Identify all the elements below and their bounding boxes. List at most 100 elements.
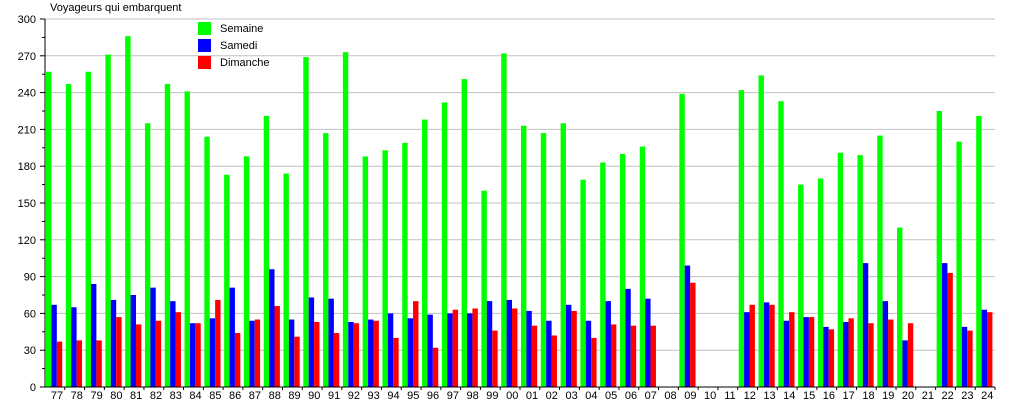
bar-dimanche-07: [650, 325, 656, 387]
bar-semaine-80: [105, 54, 111, 387]
bar-semaine-98: [461, 79, 468, 388]
bar-samedi-18: [862, 263, 869, 387]
bar-dimanche-90: [314, 321, 320, 387]
legend-swatch-semaine: [198, 22, 211, 35]
bar-samedi-85: [209, 318, 216, 387]
x-tick-label: 90: [308, 390, 320, 400]
x-tick-label: 89: [288, 390, 300, 400]
y-tick-label: 30: [24, 345, 36, 357]
bar-dimanche-12: [749, 304, 755, 387]
x-tick-label: 88: [269, 390, 281, 400]
bar-samedi-91: [328, 298, 334, 387]
bar-samedi-05: [605, 301, 611, 387]
y-tick-label: 270: [18, 51, 36, 63]
bar-dimanche-98: [472, 308, 478, 387]
bar-semaine-03: [560, 123, 566, 388]
bar-semaine-22: [936, 111, 943, 387]
bar-samedi-86: [229, 287, 235, 387]
x-tick-label: 84: [189, 390, 201, 400]
bar-samedi-07: [645, 298, 651, 387]
x-tick-label: 09: [684, 390, 696, 400]
x-tick-label: 85: [209, 390, 221, 400]
x-tick-label: 01: [526, 390, 538, 400]
bar-dimanche-94: [393, 337, 399, 387]
x-tick-label: 24: [981, 390, 993, 400]
bar-semaine-83: [164, 84, 171, 387]
x-tick-label: 20: [902, 390, 914, 400]
bar-semaine-18: [857, 155, 863, 387]
legend-swatch-samedi: [198, 39, 211, 52]
bar-dimanche-88: [274, 306, 280, 387]
legend-label: Samedi: [220, 40, 257, 52]
bar-samedi-90: [308, 297, 315, 387]
bar-dimanche-82: [155, 320, 162, 387]
x-tick-label: 86: [229, 390, 241, 400]
x-tick-label: 79: [90, 390, 102, 400]
x-tick-label: 82: [150, 390, 162, 400]
x-tick-label: 87: [249, 390, 261, 400]
bar-samedi-13: [763, 302, 770, 387]
y-tick-label: 60: [24, 308, 36, 320]
bar-semaine-02: [540, 133, 547, 387]
bar-dimanche-81: [135, 324, 142, 387]
y-tick-label: 120: [18, 235, 36, 247]
bar-samedi-24: [981, 309, 988, 387]
bar-samedi-78: [71, 307, 77, 387]
x-tick-label: 21: [922, 390, 934, 400]
x-tick-label: 11: [724, 390, 735, 400]
y-tick-label: 90: [24, 272, 36, 284]
bar-dimanche-77: [56, 341, 63, 387]
bar-dimanche-09: [690, 282, 696, 387]
bar-dimanche-05: [610, 324, 617, 387]
bar-semaine-00: [501, 53, 507, 387]
bar-dimanche-93: [373, 320, 379, 387]
bar-samedi-20: [902, 340, 908, 387]
bar-samedi-84: [189, 323, 196, 387]
bar-samedi-14: [783, 320, 790, 387]
bar-semaine-01: [521, 125, 527, 387]
bar-semaine-85: [204, 136, 210, 387]
bar-dimanche-99: [492, 330, 498, 387]
x-tick-label: 78: [71, 390, 83, 400]
bar-samedi-97: [447, 313, 453, 387]
bar-dimanche-16: [828, 329, 835, 387]
bar-dimanche-20: [907, 323, 914, 387]
bar-samedi-12: [744, 312, 750, 387]
bar-samedi-87: [249, 320, 255, 387]
x-tick-label: 99: [486, 390, 498, 400]
x-tick-label: 10: [704, 390, 716, 400]
bar-semaine-92: [342, 52, 349, 388]
x-tick-label: 08: [664, 390, 676, 400]
bar-samedi-02: [546, 320, 552, 387]
x-tick-label: 98: [467, 390, 479, 400]
x-tick-label: 14: [783, 390, 795, 400]
x-tick-label: 03: [565, 390, 577, 400]
y-tick-label: 240: [18, 88, 36, 100]
bar-samedi-22: [942, 263, 948, 387]
x-tick-label: 23: [961, 390, 973, 400]
bar-semaine-97: [441, 102, 448, 387]
y-tick-label: 300: [18, 14, 36, 26]
bar-samedi-77: [51, 304, 57, 387]
x-tick-label: 93: [368, 390, 380, 400]
bar-semaine-05: [600, 162, 606, 387]
bar-dimanche-84: [195, 323, 201, 387]
x-tick-label: 95: [407, 390, 419, 400]
bar-semaine-95: [402, 142, 408, 387]
bar-semaine-99: [481, 190, 487, 387]
bar-semaine-90: [303, 57, 309, 387]
x-tick-label: 16: [823, 390, 835, 400]
bar-dimanche-22: [947, 272, 953, 387]
y-tick-label: 210: [18, 124, 36, 136]
bar-samedi-80: [110, 299, 117, 387]
bar-semaine-86: [224, 174, 230, 387]
bar-dimanche-19: [888, 319, 894, 387]
bar-samedi-96: [427, 314, 433, 387]
bar-semaine-89: [283, 173, 289, 387]
bar-dimanche-00: [512, 308, 518, 387]
bar-samedi-89: [288, 319, 295, 387]
x-tick-label: 96: [427, 390, 439, 400]
bar-samedi-79: [90, 283, 97, 387]
y-axis-label: Voyageurs qui embarquent: [50, 2, 181, 14]
